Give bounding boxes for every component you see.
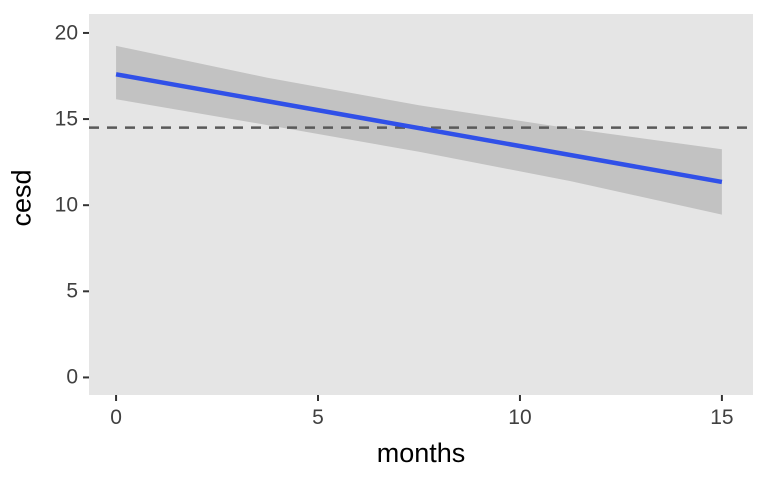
x-axis-tick-marks: [115, 395, 723, 401]
y-tick-label: 10: [54, 193, 78, 217]
regression-line: [115, 72, 723, 185]
y-axis-title: cesd: [6, 169, 37, 227]
y-tick-label: 15: [54, 107, 78, 131]
x-tick-label: 10: [508, 406, 532, 429]
y-tick-label: 20: [54, 21, 78, 45]
x-tick-label: 0: [110, 406, 122, 429]
y-axis-tick-marks: [83, 31, 89, 379]
x-tick-label: 5: [312, 406, 324, 429]
y-tick-label: 0: [66, 365, 78, 389]
x-tick-label: 15: [710, 406, 734, 429]
x-axis-title: months: [376, 438, 466, 468]
y-tick-label: 5: [66, 279, 78, 303]
